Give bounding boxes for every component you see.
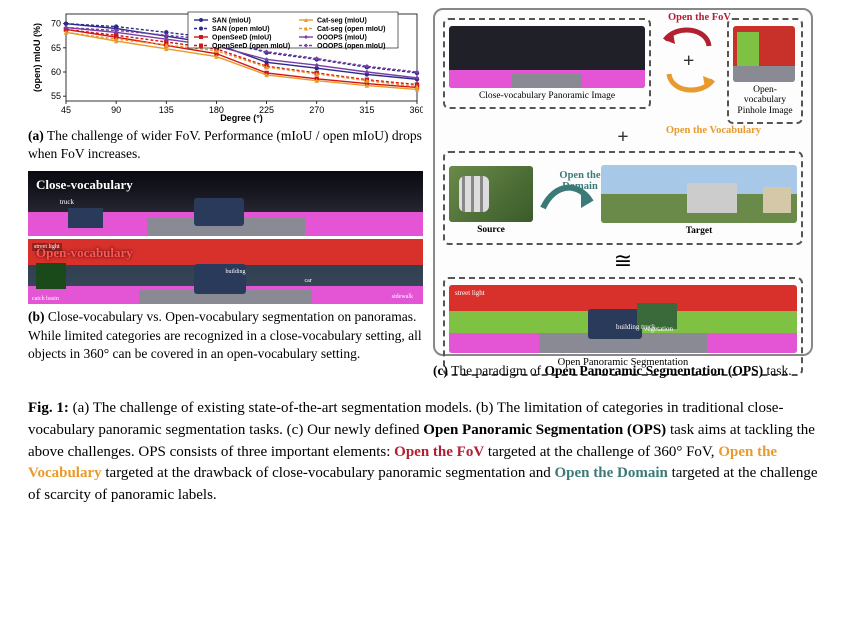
domain-arrow: Open the Domain (537, 174, 597, 229)
svg-text:OOOPS (mIoU): OOOPS (mIoU) (317, 35, 367, 42)
plus-icon: + (617, 126, 628, 148)
close-vocab-label: Close-vocabulary (36, 177, 133, 193)
target-label: Target (601, 226, 797, 236)
close-pano-box: Close-vocabulary Panoramic Image (443, 18, 651, 109)
svg-text:OpenSeeD (mIoU): OpenSeeD (mIoU) (212, 35, 272, 42)
open-vocab-label: Open-vocabulary (36, 245, 133, 261)
svg-text:OOOPS (open mIoU): OOOPS (open mIoU) (317, 43, 385, 50)
svg-text:135: 135 (159, 105, 174, 115)
fov-vocab-arrows: + (659, 18, 719, 98)
figure-caption: Fig. 1: (a) The challenge of existing st… (28, 398, 818, 507)
chart-fov-miou: 556065704590135180225270315360Degree (°)… (28, 8, 423, 123)
svg-text:360: 360 (409, 105, 423, 115)
svg-text:315: 315 (359, 105, 374, 115)
subcaption-b: (b) Close-vocabulary vs. Open-vocabulary… (28, 308, 423, 363)
close-vocab-panel: Close-vocabulary truck (28, 171, 423, 236)
subcaption-c: (c) The paradigm of Open Panoramic Segme… (433, 362, 813, 380)
final-seg-image: street light building truck vegetation (449, 285, 797, 353)
open-vocab-label: Open the Vocabulary (666, 125, 761, 136)
open-vocab-panel: Open-vocabulary street light catch basin… (28, 239, 423, 304)
chart-svg: 556065704590135180225270315360Degree (°)… (28, 8, 423, 123)
equals-icon: ≅ (443, 248, 803, 274)
svg-text:SAN (open mIoU): SAN (open mIoU) (212, 26, 270, 33)
pinhole-thumb (733, 26, 795, 82)
svg-text:65: 65 (51, 43, 61, 53)
close-pano-caption: Close-vocabulary Panoramic Image (449, 91, 645, 101)
pinhole-box: Open-vocabulary Pinhole Image (727, 18, 803, 124)
svg-text:45: 45 (61, 105, 71, 115)
panorama-comparison: Close-vocabulary truck Open-vocabulary s… (28, 171, 423, 304)
svg-text:Degree (°): Degree (°) (220, 113, 263, 123)
svg-text:SAN (mIoU): SAN (mIoU) (212, 18, 251, 25)
target-thumb (601, 165, 797, 223)
svg-text:Cat-seg (mIoU): Cat-seg (mIoU) (317, 18, 367, 25)
source-thumb (449, 166, 533, 222)
paradigm-box: Close-vocabulary Panoramic Image + (433, 8, 813, 356)
pinhole-caption: Open-vocabulary Pinhole Image (733, 85, 797, 116)
domain-box: Source Open the Domain (443, 151, 803, 244)
svg-text:60: 60 (51, 67, 61, 77)
svg-text:70: 70 (51, 19, 61, 29)
source-label: Source (449, 225, 533, 235)
svg-text:(open) mIoU (%): (open) mIoU (%) (32, 23, 42, 92)
open-fov-label: Open the FoV (668, 12, 731, 23)
svg-text:90: 90 (111, 105, 121, 115)
svg-text:Cat-seg (open mIoU): Cat-seg (open mIoU) (317, 26, 385, 33)
svg-text:270: 270 (309, 105, 324, 115)
close-pano-thumb (449, 26, 645, 88)
subcaption-a: (a) The challenge of wider FoV. Performa… (28, 127, 423, 163)
svg-text:OpenSeeD (open mIoU): OpenSeeD (open mIoU) (212, 43, 290, 50)
svg-text:55: 55 (51, 91, 61, 101)
